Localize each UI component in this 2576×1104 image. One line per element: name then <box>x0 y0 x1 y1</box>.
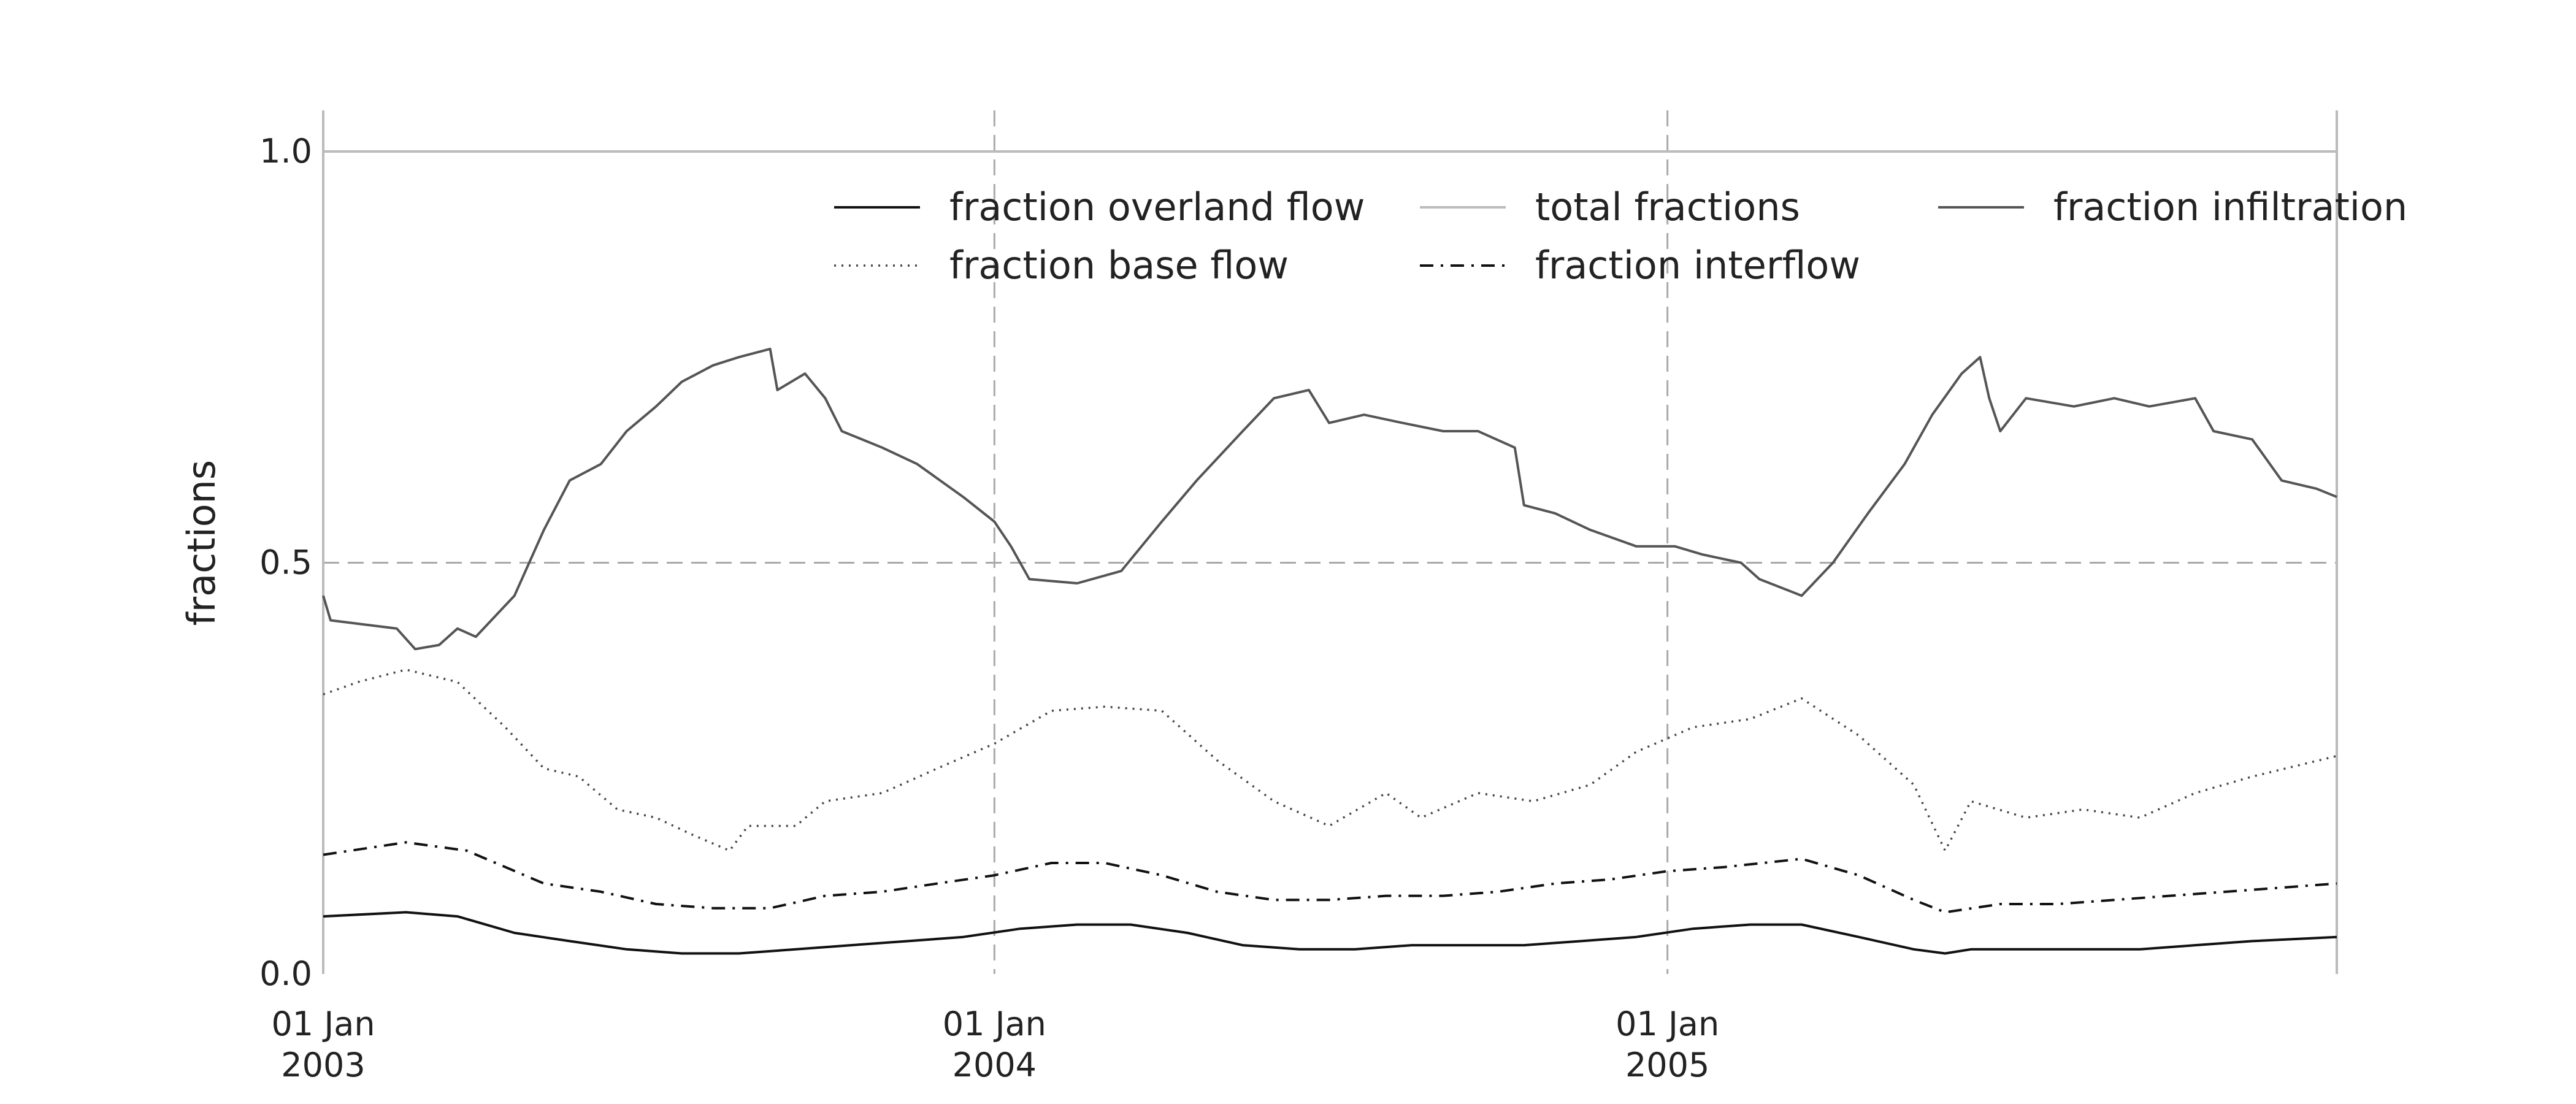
y-tick-label: 0.5 <box>259 543 312 582</box>
series-line-fraction-base-flow <box>323 669 2337 852</box>
y-axis-label: fractions <box>179 460 224 626</box>
x-tick-label: 01 Jan <box>1616 1005 1719 1043</box>
y-axis-ticks: 0.0 0.5 1.0 <box>259 132 312 993</box>
legend: fraction overland flow fraction base flow… <box>834 185 2407 288</box>
series-line-fraction-overland-flow <box>323 911 2337 955</box>
x-tick-label: 01 Jan <box>943 1005 1046 1043</box>
legend-label: fraction interflow <box>1535 243 1860 288</box>
legend-label: fraction infiltration <box>2053 185 2407 229</box>
series-line-fraction-infiltration <box>322 347 2337 651</box>
x-tick-year: 2005 <box>1625 1046 1709 1084</box>
legend-label: fraction base flow <box>949 243 1289 288</box>
series-lines <box>322 150 2337 955</box>
x-tick-label: 01 Jan <box>271 1005 375 1043</box>
series-line-fraction-interflow <box>323 841 2337 914</box>
gridlines <box>323 110 2337 974</box>
plot-frame <box>322 110 2338 974</box>
legend-label: fraction overland flow <box>949 185 1365 229</box>
x-tick-year: 2004 <box>953 1046 1037 1084</box>
x-tick-year: 2003 <box>281 1046 365 1084</box>
y-tick-label: 0.0 <box>259 954 312 993</box>
y-tick-label: 1.0 <box>259 132 312 171</box>
legend-label: total fractions <box>1535 185 1800 229</box>
